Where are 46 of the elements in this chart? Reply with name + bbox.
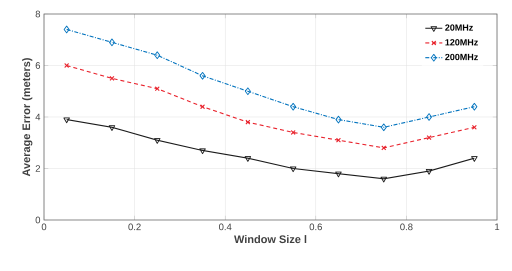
point (154, 86, 160, 92)
y-tick-label: 6 (36, 62, 40, 69)
point (290, 102, 296, 111)
y-tick-label: 2 (36, 165, 40, 172)
legend-label: 120MHz (445, 39, 478, 46)
point (200, 104, 206, 110)
point (108, 38, 115, 46)
point (380, 123, 387, 132)
point (426, 113, 432, 121)
point (471, 102, 478, 111)
point (200, 72, 206, 80)
point (244, 156, 252, 162)
point (380, 176, 387, 182)
point (471, 156, 478, 162)
y-tick-label: 8 (36, 10, 40, 18)
point (64, 62, 70, 68)
point (154, 51, 160, 60)
x-tick-label: 0.6 (310, 224, 322, 230)
point (245, 120, 250, 125)
x-tick-label: 0.4 (219, 224, 232, 230)
point (335, 172, 342, 178)
point (335, 116, 342, 124)
x-tick-label: 0.2 (128, 224, 141, 230)
point (336, 138, 341, 143)
point (290, 166, 296, 172)
x-tick-label: 1 (495, 224, 500, 230)
point (154, 138, 160, 144)
point (381, 145, 386, 150)
y-tick-label: 4 (35, 114, 40, 120)
point (472, 124, 477, 130)
point (199, 148, 206, 154)
point (109, 76, 114, 81)
legend-label: 20MHz (445, 24, 473, 31)
y-axis-title: Average Error (meters) (22, 58, 32, 176)
x-axis-title: Window Size l (234, 235, 306, 244)
point (244, 87, 251, 96)
point (426, 135, 432, 140)
point (64, 26, 70, 34)
x-tick-label: 0.8 (400, 224, 413, 230)
point (426, 169, 432, 175)
x-tick-label: 0 (42, 224, 46, 230)
legend-label: 200MHz (445, 54, 478, 60)
point (63, 118, 70, 124)
point (290, 130, 296, 135)
point (108, 125, 116, 131)
y-tick-label: 0 (36, 216, 40, 224)
